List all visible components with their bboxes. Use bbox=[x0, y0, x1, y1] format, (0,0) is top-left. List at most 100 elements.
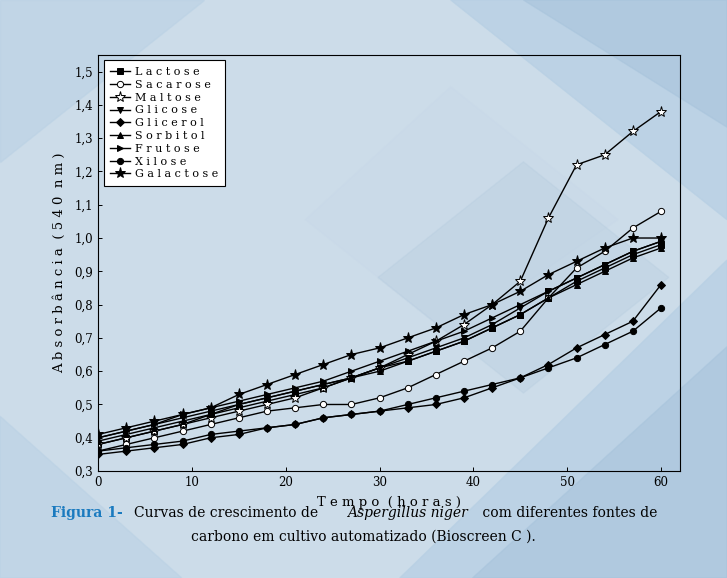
F r u t o s e bbox=[403, 348, 412, 355]
S a c a r o s e bbox=[544, 294, 553, 301]
G l i c o s e bbox=[432, 344, 441, 351]
L a c t o s e bbox=[262, 398, 271, 405]
G a l a c t o s e bbox=[94, 431, 103, 438]
S a c a r o s e bbox=[628, 225, 637, 232]
L a c t o s e bbox=[94, 441, 103, 448]
G l i c o s e bbox=[94, 434, 103, 441]
Line: G a l a c t o s e: G a l a c t o s e bbox=[92, 232, 667, 440]
S a c a r o s e bbox=[235, 414, 244, 421]
Line: L a c t o s e: L a c t o s e bbox=[95, 242, 664, 447]
G l i c o s e bbox=[122, 428, 131, 435]
G l i c e r o l bbox=[122, 447, 131, 454]
G l i c o s e bbox=[319, 381, 328, 388]
X i l o s e bbox=[572, 354, 581, 361]
L a c t o s e bbox=[459, 338, 468, 344]
G a l a c t o s e bbox=[262, 381, 271, 388]
F r u t o s e bbox=[319, 377, 328, 384]
G l i c e r o l bbox=[206, 434, 215, 441]
S a c a r o s e bbox=[291, 405, 300, 412]
Y-axis label: A b s o r b â n c i a  ( 5 4 0  n m ): A b s o r b â n c i a ( 5 4 0 n m ) bbox=[53, 153, 66, 373]
G l i c o s e bbox=[601, 261, 609, 268]
G l i c e r o l bbox=[319, 414, 328, 421]
F r u t o s e bbox=[235, 398, 244, 405]
S o r b i t o l bbox=[122, 431, 131, 438]
M a l t o s e bbox=[459, 321, 468, 328]
S a c a r o s e bbox=[601, 248, 609, 255]
Polygon shape bbox=[400, 260, 727, 578]
G l i c e r o l bbox=[516, 375, 525, 381]
Text: com diferentes fontes de: com diferentes fontes de bbox=[478, 506, 658, 520]
M a l t o s e bbox=[375, 364, 384, 371]
G a l a c t o s e bbox=[488, 301, 497, 308]
S o r b i t o l bbox=[656, 244, 665, 251]
X i l o s e bbox=[544, 364, 553, 371]
G a l a c t o s e bbox=[375, 344, 384, 351]
G a l a c t o s e bbox=[459, 311, 468, 318]
G l i c o s e bbox=[403, 354, 412, 361]
M a l t o s e bbox=[178, 421, 187, 428]
F r u t o s e bbox=[572, 275, 581, 281]
F r u t o s e bbox=[150, 421, 158, 428]
F r u t o s e bbox=[375, 358, 384, 365]
F r u t o s e bbox=[347, 368, 356, 375]
G l i c e r o l bbox=[488, 384, 497, 391]
Polygon shape bbox=[305, 87, 618, 335]
S o r b i t o l bbox=[375, 368, 384, 375]
S a c a r o s e bbox=[319, 401, 328, 408]
S a c a r o s e bbox=[94, 447, 103, 454]
G l i c e r o l bbox=[572, 344, 581, 351]
Text: Curvas de crescimento de: Curvas de crescimento de bbox=[134, 506, 323, 520]
M a l t o s e bbox=[235, 407, 244, 414]
G l i c e r o l bbox=[656, 281, 665, 288]
L a c t o s e bbox=[319, 384, 328, 391]
Line: X i l o s e: X i l o s e bbox=[95, 305, 664, 454]
S o r b i t o l bbox=[432, 348, 441, 355]
M a l t o s e bbox=[544, 214, 553, 221]
G l i c e r o l bbox=[291, 421, 300, 428]
F r u t o s e bbox=[544, 288, 553, 295]
G a l a c t o s e bbox=[628, 235, 637, 242]
S a c a r o s e bbox=[572, 265, 581, 272]
G a l a c t o s e bbox=[347, 351, 356, 358]
Polygon shape bbox=[0, 416, 182, 578]
Line: F r u t o s e: F r u t o s e bbox=[95, 238, 664, 441]
G a l a c t o s e bbox=[319, 361, 328, 368]
M a l t o s e bbox=[319, 384, 328, 391]
Text: carbono em cultivo automatizado (Bioscreen C ).: carbono em cultivo automatizado (Bioscre… bbox=[191, 529, 536, 543]
G l i c e r o l bbox=[150, 444, 158, 451]
X i l o s e bbox=[235, 428, 244, 435]
S a c a r o s e bbox=[262, 407, 271, 414]
Polygon shape bbox=[378, 162, 669, 393]
M a l t o s e bbox=[601, 151, 609, 158]
L a c t o s e bbox=[572, 278, 581, 285]
S o r b i t o l bbox=[516, 311, 525, 318]
X i l o s e bbox=[347, 411, 356, 418]
G a l a c t o s e bbox=[572, 258, 581, 265]
X i l o s e bbox=[262, 424, 271, 431]
X i l o s e bbox=[319, 414, 328, 421]
G a l a c t o s e bbox=[656, 235, 665, 242]
G l i c e r o l bbox=[628, 318, 637, 325]
S o r b i t o l bbox=[319, 381, 328, 388]
G l i c o s e bbox=[206, 407, 215, 414]
G l i c o s e bbox=[544, 288, 553, 295]
F r u t o s e bbox=[628, 248, 637, 255]
F r u t o s e bbox=[291, 384, 300, 391]
Polygon shape bbox=[451, 0, 727, 220]
X i l o s e bbox=[122, 444, 131, 451]
G l i c o s e bbox=[572, 275, 581, 281]
F r u t o s e bbox=[122, 428, 131, 435]
F r u t o s e bbox=[459, 328, 468, 335]
G l i c e r o l bbox=[375, 407, 384, 414]
L a c t o s e bbox=[516, 311, 525, 318]
L a c t o s e bbox=[656, 241, 665, 248]
Legend: L a c t o s e, S a c a r o s e, M a l t o s e, G l i c o s e, G l i c e r o l, S: L a c t o s e, S a c a r o s e, M a l t … bbox=[104, 61, 225, 186]
Line: S a c a r o s e: S a c a r o s e bbox=[95, 208, 664, 454]
G a l a c t o s e bbox=[235, 391, 244, 398]
S o r b i t o l bbox=[291, 388, 300, 395]
G a l a c t o s e bbox=[516, 288, 525, 295]
M a l t o s e bbox=[403, 351, 412, 358]
G l i c e r o l bbox=[459, 394, 468, 401]
Line: M a l t o s e: M a l t o s e bbox=[92, 106, 667, 450]
G l i c o s e bbox=[347, 375, 356, 381]
